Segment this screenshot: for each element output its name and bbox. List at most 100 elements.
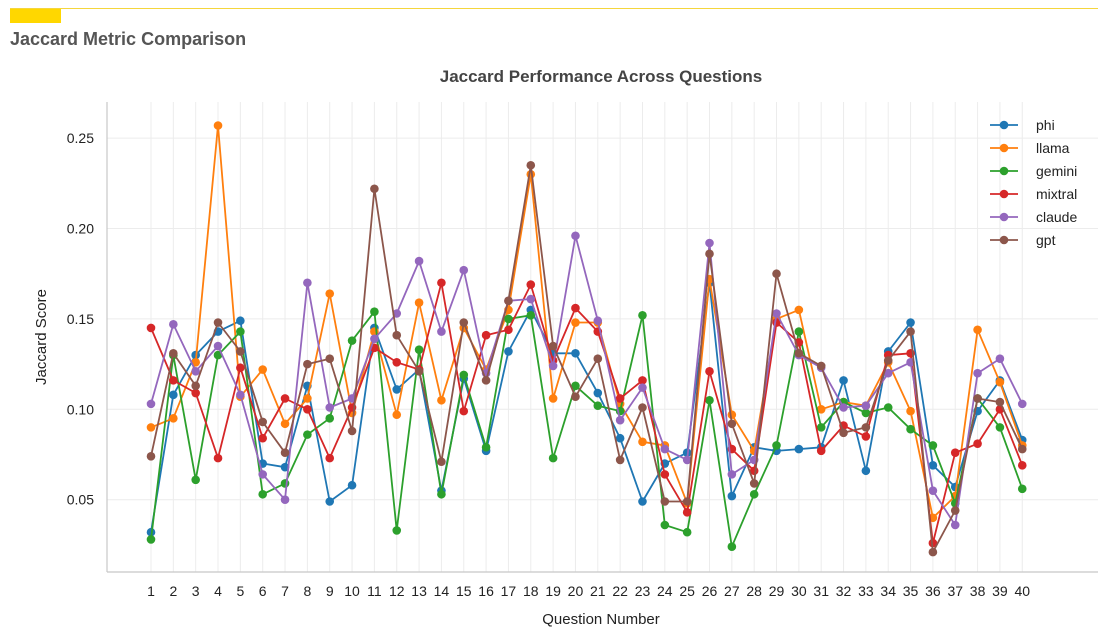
data-point-mixtral [973, 439, 982, 448]
data-point-claude [526, 294, 536, 304]
data-point-claude [325, 403, 335, 412]
data-point-gpt [548, 341, 558, 351]
data-point-claude [682, 455, 692, 465]
data-point-claude [995, 354, 1005, 363]
data-point-claude [258, 470, 268, 479]
data-point-phi [280, 462, 290, 472]
data-point-mixtral [660, 470, 670, 479]
x-tick-label: 9 [326, 583, 334, 599]
legend-label: llama [1036, 140, 1070, 156]
x-tick-label: 33 [858, 583, 874, 599]
data-point-llama [325, 289, 335, 298]
x-tick-label: 1 [147, 583, 155, 599]
legend-item-llama: llama [990, 140, 1070, 156]
data-point-claude [705, 238, 714, 248]
legend-item-phi: phi [990, 117, 1055, 133]
data-point-gemini [526, 311, 536, 320]
data-point-phi [347, 480, 357, 490]
data-point-claude [883, 368, 893, 378]
x-tick-label: 35 [903, 583, 919, 599]
data-point-gpt [414, 367, 424, 376]
series-llama [146, 121, 1027, 523]
x-tick-label: 39 [992, 583, 1008, 599]
data-point-claude [727, 470, 737, 479]
series-gemini [146, 307, 1027, 551]
data-point-claude [772, 309, 781, 318]
accent-bar [10, 9, 61, 23]
data-point-gemini [146, 535, 156, 544]
data-point-gemini [638, 311, 647, 320]
data-point-gemini [504, 314, 513, 324]
y-tick-label: 0.25 [67, 130, 94, 146]
data-point-claude [213, 341, 223, 351]
data-point-gpt [213, 318, 223, 327]
data-point-gpt [370, 184, 379, 194]
data-point-mixtral [861, 432, 871, 441]
data-point-mixtral [571, 303, 580, 313]
x-tick-label: 10 [344, 583, 360, 599]
legend-swatch-marker [999, 189, 1009, 199]
data-point-gpt [772, 269, 781, 279]
y-axis-label: Jaccard Score [33, 289, 50, 385]
data-point-gpt [437, 457, 446, 467]
data-point-claude [191, 367, 200, 376]
series-line-gpt [150, 164, 1024, 553]
series-line-llama [150, 124, 1024, 519]
data-point-gemini [325, 414, 335, 423]
data-point-gemini [593, 401, 603, 410]
data-point-llama [906, 406, 915, 416]
data-point-claude [303, 278, 312, 288]
legend-swatch-marker [999, 120, 1009, 130]
section-title: Jaccard Metric Comparison [10, 29, 247, 49]
legend-swatch-marker [999, 143, 1009, 153]
data-point-gpt [660, 497, 670, 506]
data-point-gpt [928, 547, 938, 557]
data-point-gemini [347, 336, 357, 345]
x-tick-label: 25 [679, 583, 695, 599]
x-tick-label: 38 [970, 583, 986, 599]
x-tick-label: 30 [791, 583, 807, 599]
data-point-gpt [236, 347, 245, 356]
data-point-mixtral [615, 394, 625, 403]
legend: phi llama gemini mixtral claude gpt [990, 117, 1077, 248]
data-point-claude [370, 334, 379, 344]
x-tick-label: 2 [169, 583, 177, 599]
data-point-claude [839, 403, 848, 412]
series-gpt [146, 160, 1027, 557]
data-point-gemini [794, 327, 804, 336]
x-tick-label: 28 [746, 583, 762, 599]
data-point-mixtral [504, 325, 513, 335]
chart-title: Jaccard Performance Across Questions [440, 67, 763, 86]
data-point-llama [638, 437, 647, 447]
legend-swatch-marker [999, 166, 1009, 176]
data-point-gemini [459, 370, 469, 380]
data-point-mixtral [638, 376, 647, 385]
data-point-claude [1017, 399, 1027, 409]
data-point-claude [548, 361, 558, 371]
data-point-phi [593, 388, 603, 398]
data-point-gemini [392, 526, 402, 535]
data-point-gpt [615, 455, 625, 465]
y-tick-label: 0.15 [67, 311, 94, 327]
data-point-gpt [950, 506, 960, 515]
legend-label: phi [1036, 117, 1055, 133]
data-point-gemini [571, 381, 580, 391]
series-line-claude [150, 234, 1024, 526]
series-claude [146, 231, 1027, 530]
data-point-gpt [392, 330, 402, 340]
data-point-gemini [213, 350, 223, 360]
data-point-gpt [325, 354, 335, 363]
data-point-mixtral [146, 323, 156, 333]
y-tick-label: 0.20 [67, 221, 94, 237]
data-point-mixtral [928, 538, 938, 548]
data-point-gpt [280, 448, 290, 457]
data-point-phi [861, 466, 871, 476]
legend-swatch-marker [999, 212, 1009, 222]
data-point-mixtral [1017, 461, 1027, 470]
x-tick-label: 31 [813, 583, 829, 599]
x-tick-label: 26 [702, 583, 718, 599]
x-tick-label: 12 [389, 583, 405, 599]
data-point-llama [303, 394, 312, 403]
data-point-claude [146, 399, 156, 409]
series-line-phi [150, 281, 1024, 533]
